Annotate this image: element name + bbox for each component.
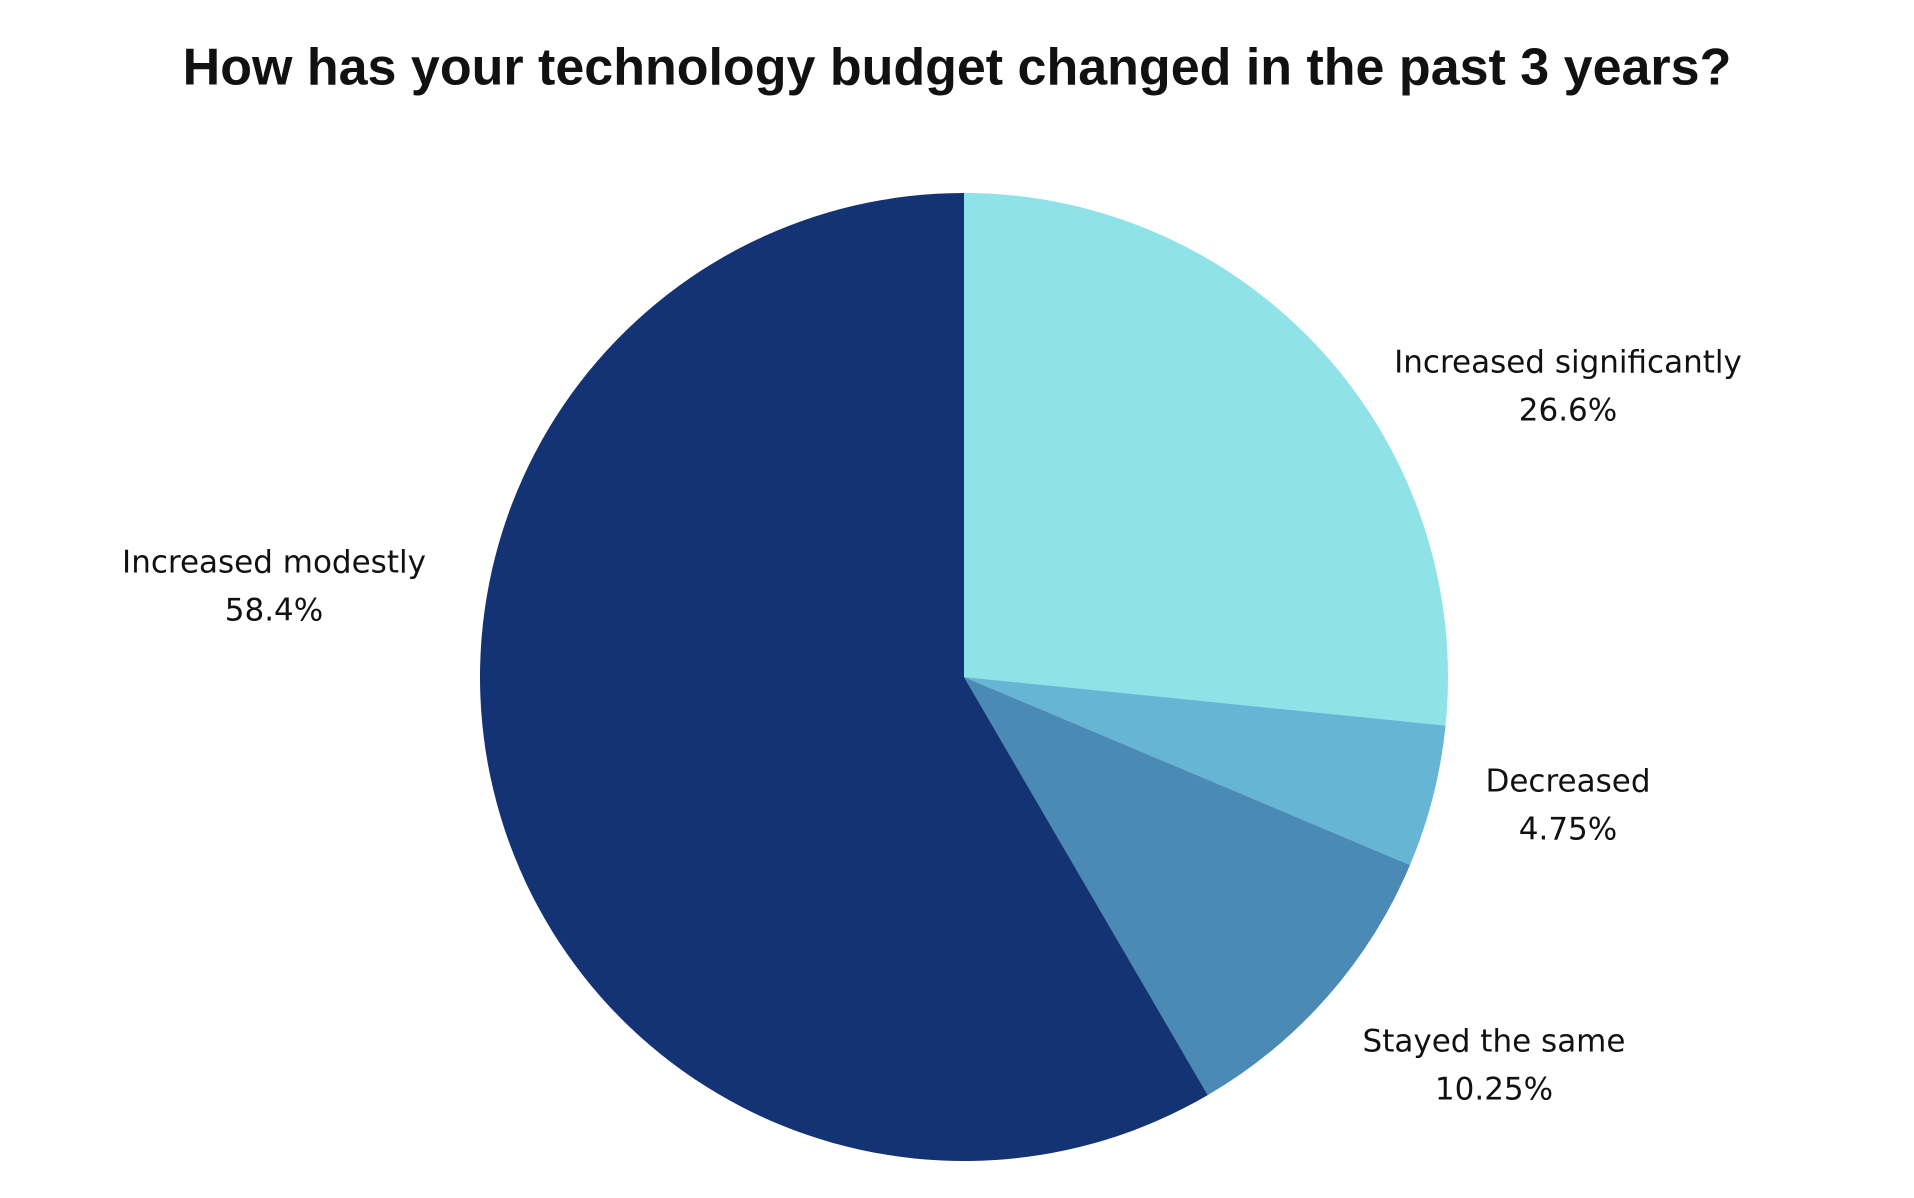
pie-slice bbox=[964, 677, 1410, 1096]
slice-label: Increased modestly bbox=[122, 545, 426, 581]
slice-value-label: 26.6% bbox=[1519, 393, 1617, 429]
pie-slice bbox=[964, 677, 1446, 866]
chart-title: How has your technology budget changed i… bbox=[183, 39, 1732, 97]
slice-label: Decreased bbox=[1485, 764, 1650, 800]
pie-slice bbox=[964, 193, 1448, 726]
slice-value-label: 4.75% bbox=[1519, 812, 1617, 848]
slice-label: Stayed the same bbox=[1363, 1024, 1626, 1060]
slice-label: Increased significantly bbox=[1394, 345, 1742, 381]
pie-slice bbox=[479, 193, 1208, 1161]
slice-value-label: 58.4% bbox=[225, 593, 323, 629]
slice-value-label: 10.25% bbox=[1435, 1072, 1553, 1108]
